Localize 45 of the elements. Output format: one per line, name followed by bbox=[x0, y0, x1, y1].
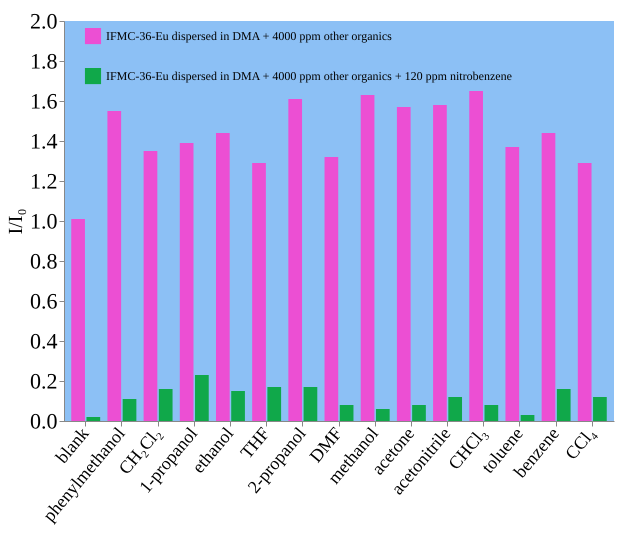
bar bbox=[288, 99, 302, 421]
bar bbox=[324, 157, 338, 421]
bar bbox=[448, 397, 462, 421]
bar bbox=[505, 147, 520, 421]
bar bbox=[231, 391, 245, 421]
y-tick-label: 0.6 bbox=[30, 288, 58, 314]
bar bbox=[267, 387, 282, 421]
legend-label: IFMC-36-Eu dispersed in DMA + 4000 ppm other organics bbox=[106, 29, 392, 43]
bar bbox=[376, 409, 390, 421]
bar bbox=[195, 375, 209, 421]
bar bbox=[556, 389, 571, 421]
bar bbox=[158, 389, 173, 421]
y-tick-label: 1.2 bbox=[30, 168, 58, 194]
bar bbox=[396, 107, 411, 421]
y-tick-label: 0.4 bbox=[30, 328, 58, 354]
bar bbox=[304, 387, 318, 421]
y-axis-title: I/I₀ bbox=[5, 208, 27, 234]
bar bbox=[252, 163, 266, 421]
bar bbox=[593, 397, 607, 421]
y-tick-label: 0.2 bbox=[30, 368, 58, 394]
legend-label: IFMC-36-Eu dispersed in DMA + 4000 ppm other organics + 120 ppm nitrobenzene bbox=[106, 69, 512, 83]
bar bbox=[86, 417, 100, 421]
bar bbox=[578, 163, 592, 421]
y-tick-label: 1.4 bbox=[30, 128, 58, 154]
bar bbox=[412, 405, 426, 421]
bar bbox=[520, 415, 534, 421]
y-tick-label: 2.0 bbox=[30, 8, 58, 34]
bar bbox=[107, 111, 122, 421]
y-tick-label: 1.6 bbox=[30, 88, 58, 114]
bar bbox=[469, 91, 483, 421]
y-tick-label: 0.8 bbox=[30, 248, 58, 274]
bar bbox=[216, 133, 230, 421]
bar bbox=[433, 105, 447, 421]
bar bbox=[71, 219, 85, 421]
bar bbox=[484, 405, 498, 421]
y-tick-label: 1.0 bbox=[30, 208, 58, 234]
y-tick-label: 0.0 bbox=[30, 408, 58, 434]
bar bbox=[122, 399, 136, 421]
bar bbox=[180, 143, 194, 421]
x-tick-label: CCl₄ bbox=[561, 423, 600, 464]
bar bbox=[360, 95, 374, 421]
bar bbox=[340, 405, 354, 421]
bar bbox=[542, 133, 556, 421]
bar bbox=[144, 151, 158, 421]
y-tick-label: 1.8 bbox=[30, 48, 58, 74]
